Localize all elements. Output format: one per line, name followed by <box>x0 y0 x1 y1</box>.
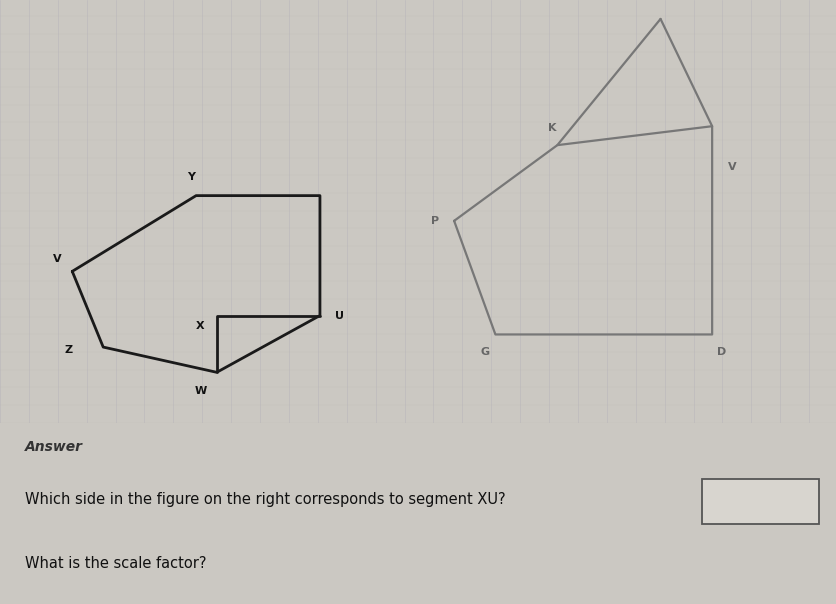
Text: Answer: Answer <box>25 440 83 454</box>
Text: Which side in the figure on the right corresponds to segment XU?: Which side in the figure on the right co… <box>25 492 506 507</box>
Text: What is the scale factor?: What is the scale factor? <box>25 556 206 571</box>
Text: V: V <box>54 254 62 264</box>
Text: D: D <box>717 347 726 357</box>
Text: Y: Y <box>187 172 195 182</box>
Text: U: U <box>335 310 344 321</box>
Text: G: G <box>481 347 490 357</box>
Text: Z: Z <box>64 345 72 355</box>
Text: X: X <box>196 321 204 330</box>
Text: K: K <box>548 123 557 133</box>
Text: P: P <box>431 216 439 226</box>
Text: V: V <box>727 162 737 172</box>
FancyBboxPatch shape <box>702 480 819 524</box>
Text: W: W <box>195 386 207 396</box>
